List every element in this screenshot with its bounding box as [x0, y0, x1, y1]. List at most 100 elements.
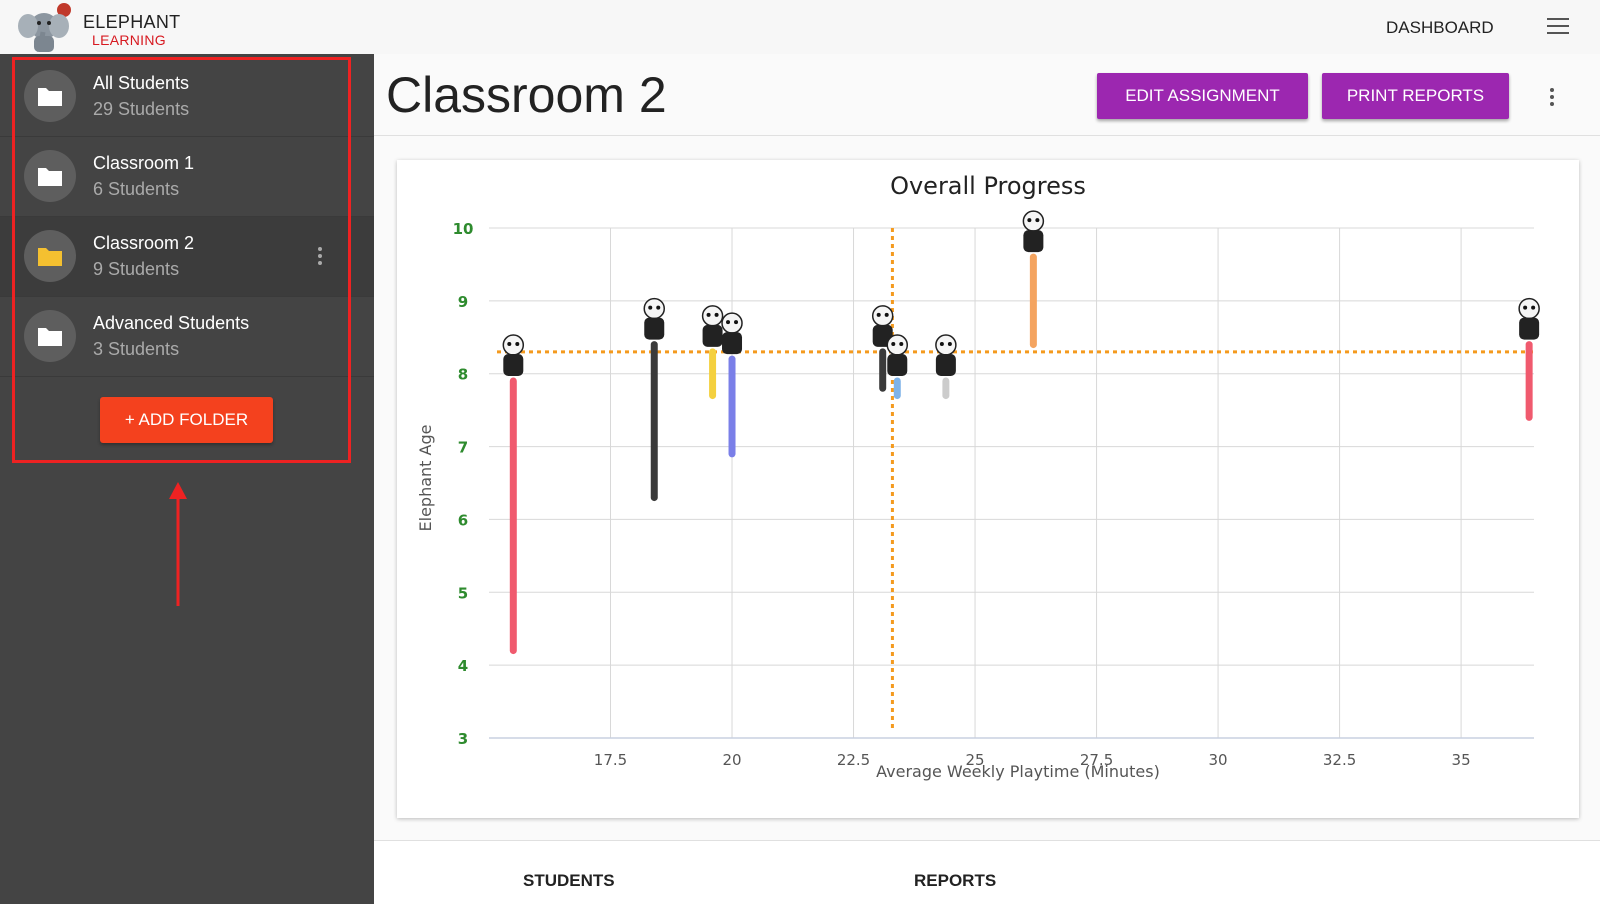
- avatar-body: [644, 317, 665, 340]
- avatar-eye: [876, 312, 881, 317]
- folder-item-classroom-1[interactable]: Classroom 1 6 Students: [0, 137, 374, 217]
- avatar-head: [701, 305, 724, 327]
- cat-icon: [935, 334, 957, 376]
- elephant-icon: [886, 334, 909, 376]
- avatar-eye: [507, 342, 512, 346]
- folder-more-options-icon[interactable]: [318, 247, 324, 269]
- avatar-eye: [947, 342, 952, 346]
- folder-item-advanced-students[interactable]: Advanced Students 3 Students: [0, 297, 374, 377]
- avatar-head: [721, 312, 743, 334]
- logo-text-secondary: LEARNING: [92, 32, 166, 48]
- x-tick-label: 30: [1209, 751, 1228, 769]
- avatar-eye: [734, 320, 739, 325]
- y-tick-label: 4: [458, 657, 468, 675]
- folder-item-classroom-2[interactable]: Classroom 2 9 Students: [0, 217, 374, 297]
- avatar-body: [935, 354, 956, 376]
- overall-progress-chart: 3 4 5 6 7 8 9 10 17.5 20 22.5 25 27.5 30 32.5 35 Overal…: [416, 172, 1540, 781]
- hamburger-menu-icon[interactable]: [1547, 18, 1571, 36]
- avatar-body: [722, 332, 743, 355]
- elephant-learning-logo[interactable]: ELEPHANT LEARNING: [12, 0, 192, 54]
- avatar-eye: [714, 312, 719, 317]
- y-tick-label: 7: [458, 439, 468, 457]
- annotation-arrow-up-icon: [169, 482, 187, 606]
- folder-icon: [38, 168, 62, 186]
- x-tick-label: 25: [965, 751, 984, 769]
- avatar-head: [1022, 210, 1045, 232]
- chart-grid: [489, 227, 1534, 739]
- avatar-eye: [726, 320, 731, 325]
- avatar-head: [886, 334, 909, 356]
- logo-text-primary: ELEPHANT: [83, 12, 181, 32]
- folder-name: All Students: [93, 73, 190, 93]
- avatar-eye: [706, 312, 711, 317]
- avatar-body: [887, 354, 908, 376]
- avatar-body: [503, 354, 524, 376]
- avatar-eye: [891, 342, 896, 346]
- elephant-logo-icon: [18, 3, 71, 52]
- y-tick-label: 10: [453, 220, 474, 238]
- chart-tick-labels: 3 4 5 6 7 8 9 10 17.5 20 22.5 25 27.5 30 32.5 35: [453, 220, 1471, 769]
- folder-student-count: 6 Students: [93, 179, 180, 199]
- avatar-head: [871, 305, 894, 327]
- y-tick-label: 6: [458, 511, 468, 529]
- chart-y-axis-label: Elephant Age: [416, 425, 435, 532]
- elephant-icon: [1518, 297, 1540, 340]
- folder-sidebar: All Students 29 Students Classroom 1 6 S…: [0, 54, 374, 904]
- folder-student-count: 3 Students: [93, 339, 180, 359]
- avatar-eye: [939, 342, 944, 346]
- avatar-eye: [1523, 305, 1528, 310]
- avatar-body: [1023, 230, 1044, 253]
- edit-assignment-button[interactable]: EDIT ASSIGNMENT: [1097, 73, 1308, 119]
- folder-item-all-students[interactable]: All Students 29 Students: [0, 57, 374, 137]
- folder-open-icon: [38, 248, 62, 266]
- dashboard-nav-link[interactable]: DASHBOARD: [1386, 18, 1494, 37]
- chart-progress-bars: [509, 253, 1533, 655]
- avatar-eye: [899, 342, 904, 346]
- folder-student-count: 9 Students: [93, 259, 180, 279]
- avatar-body: [702, 324, 723, 347]
- chart-x-axis-label: Average Weekly Playtime (Minutes): [876, 762, 1160, 781]
- bottom-tab-bar: STUDENTS REPORTS: [374, 840, 1600, 904]
- folder-name: Advanced Students: [93, 313, 250, 333]
- avatar-eye: [648, 305, 653, 310]
- chart-student-avatars: [502, 210, 1540, 376]
- x-tick-label: 27.5: [1080, 751, 1113, 769]
- dinosaur-icon: [721, 312, 743, 355]
- folder-student-count: 29 Students: [93, 99, 190, 119]
- x-tick-label: 17.5: [594, 751, 627, 769]
- panda-icon: [701, 305, 724, 347]
- avatar-body: [1519, 317, 1540, 340]
- folder-icon: [38, 328, 62, 346]
- tab-reports[interactable]: REPORTS: [914, 871, 997, 890]
- folder-icon-badge: [24, 230, 76, 282]
- avatar-head: [935, 334, 957, 356]
- avatar-eye: [515, 342, 520, 346]
- x-tick-label: 32.5: [1323, 751, 1356, 769]
- x-tick-label: 20: [722, 751, 741, 769]
- add-folder-button[interactable]: + ADD FOLDER: [100, 397, 273, 443]
- avatar-eye: [884, 312, 889, 317]
- rabbit-icon: [643, 297, 666, 340]
- top-app-bar: ELEPHANT LEARNING DASHBOARD: [0, 0, 1600, 54]
- deer-icon: [1022, 210, 1045, 253]
- avatar-eye: [1027, 218, 1032, 223]
- avatar-head: [643, 297, 666, 320]
- avatar-eye: [1531, 305, 1536, 310]
- y-tick-label: 5: [458, 584, 468, 602]
- avatar-eye: [1035, 218, 1040, 223]
- overall-progress-chart-card: 3 4 5 6 7 8 9 10 17.5 20 22.5 25 27.5 30 32.5 35 Overal…: [397, 160, 1579, 818]
- chart-title: Overall Progress: [890, 172, 1086, 200]
- print-reports-button[interactable]: PRINT REPORTS: [1322, 73, 1509, 119]
- avatar-head: [1518, 297, 1540, 320]
- y-tick-label: 3: [458, 730, 468, 748]
- page-title: Classroom 2: [386, 67, 667, 123]
- avatar-eye: [656, 305, 661, 310]
- tab-students[interactable]: STUDENTS: [523, 871, 615, 890]
- folder-name: Classroom 1: [93, 153, 195, 173]
- folder-icon: [38, 88, 62, 106]
- panda-icon: [502, 334, 525, 376]
- x-tick-label: 35: [1452, 751, 1471, 769]
- x-tick-label: 22.5: [837, 751, 870, 769]
- y-tick-label: 9: [458, 293, 468, 311]
- more-options-icon[interactable]: [1550, 88, 1556, 110]
